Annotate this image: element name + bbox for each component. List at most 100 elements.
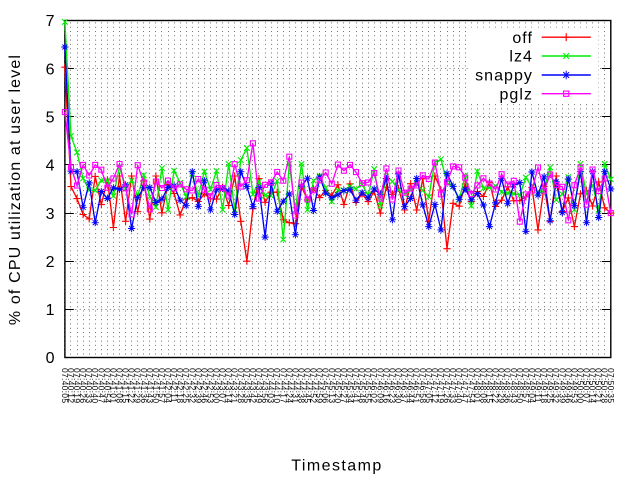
svg-text:07:44:24: 07:44:24 [284,368,294,403]
svg-text:07:40:12: 07:40:12 [66,368,76,403]
svg-text:07:42:18: 07:42:18 [175,368,185,403]
svg-text:07:43:49: 07:43:49 [254,368,264,403]
svg-text:07:45:34: 07:45:34 [345,368,355,403]
svg-text:07:48:36: 07:48:36 [503,368,513,403]
svg-text:07:49:53: 07:49:53 [569,368,579,403]
svg-text:07:45:06: 07:45:06 [321,368,331,403]
svg-text:07:48:50: 07:48:50 [515,368,525,403]
svg-text:07:44:17: 07:44:17 [278,368,288,403]
svg-text:1: 1 [46,302,55,319]
svg-text:lz4: lz4 [509,49,533,66]
svg-text:07:41:43: 07:41:43 [145,368,155,403]
svg-text:07:42:32: 07:42:32 [187,368,197,403]
svg-text:07:49:46: 07:49:46 [563,368,573,403]
svg-text:07:43:14: 07:43:14 [224,368,234,403]
svg-text:07:47:47: 07:47:47 [460,368,470,403]
svg-text:07:48:43: 07:48:43 [509,368,519,403]
svg-text:07:50:14: 07:50:14 [588,368,598,403]
svg-text:07:44:03: 07:44:03 [266,368,276,403]
svg-text:07:45:20: 07:45:20 [333,368,343,403]
svg-text:07:40:05: 07:40:05 [60,368,70,403]
svg-text:07:44:38: 07:44:38 [297,368,307,403]
svg-text:07:46:51: 07:46:51 [412,368,422,403]
svg-text:07:44:45: 07:44:45 [303,368,313,403]
svg-text:07:50:00: 07:50:00 [576,368,586,403]
svg-text:7: 7 [46,13,55,30]
svg-text:07:46:02: 07:46:02 [369,368,379,403]
svg-text:07:41:22: 07:41:22 [127,368,137,403]
svg-text:07:48:29: 07:48:29 [497,368,507,403]
svg-text:07:46:44: 07:46:44 [406,368,416,403]
svg-text:07:44:10: 07:44:10 [272,368,282,403]
svg-text:07:49:11: 07:49:11 [533,368,543,403]
svg-text:07:42:11: 07:42:11 [169,368,179,403]
svg-text:5: 5 [46,110,55,127]
svg-text:07:48:22: 07:48:22 [491,368,501,403]
svg-text:07:45:27: 07:45:27 [339,368,349,403]
svg-text:07:49:25: 07:49:25 [545,368,555,403]
svg-text:07:49:39: 07:49:39 [557,368,567,403]
svg-text:0: 0 [46,350,55,367]
svg-text:07:47:12: 07:47:12 [430,368,440,403]
svg-text:07:49:04: 07:49:04 [527,368,537,403]
svg-text:07:43:21: 07:43:21 [230,368,240,403]
svg-text:07:46:16: 07:46:16 [381,368,391,403]
svg-text:07:46:30: 07:46:30 [394,368,404,403]
svg-text:pglz: pglz [499,86,533,103]
svg-text:07:46:58: 07:46:58 [418,368,428,403]
svg-text:07:48:08: 07:48:08 [478,368,488,403]
svg-text:07:41:29: 07:41:29 [133,368,143,403]
svg-text:07:43:42: 07:43:42 [248,368,258,403]
svg-text:07:43:28: 07:43:28 [236,368,246,403]
svg-text:% of CPU utilization at user l: % of CPU utilization at user level [7,54,24,325]
svg-text:07:40:47: 07:40:47 [96,368,106,403]
svg-text:07:41:57: 07:41:57 [157,368,167,403]
svg-text:07:50:28: 07:50:28 [600,368,610,403]
svg-text:07:44:31: 07:44:31 [290,368,300,403]
svg-text:07:50:21: 07:50:21 [594,368,604,403]
svg-text:07:45:13: 07:45:13 [327,368,337,403]
svg-text:07:45:55: 07:45:55 [363,368,373,403]
svg-text:07:48:15: 07:48:15 [485,368,495,403]
svg-text:07:45:41: 07:45:41 [351,368,361,403]
svg-text:07:41:01: 07:41:01 [108,368,118,403]
svg-text:07:50:07: 07:50:07 [582,368,592,403]
svg-text:snappy: snappy [475,68,533,85]
svg-text:07:40:26: 07:40:26 [78,368,88,403]
svg-text:07:46:23: 07:46:23 [387,368,397,403]
svg-text:07:47:05: 07:47:05 [424,368,434,403]
svg-text:07:40:33: 07:40:33 [84,368,94,403]
svg-text:07:43:00: 07:43:00 [212,368,222,403]
svg-text:off: off [512,30,533,47]
svg-text:07:42:53: 07:42:53 [206,368,216,403]
svg-text:07:47:40: 07:47:40 [454,368,464,403]
svg-text:3: 3 [46,206,55,223]
svg-text:07:44:52: 07:44:52 [309,368,319,403]
svg-text:07:50:35: 07:50:35 [606,368,616,403]
svg-text:Timestamp: Timestamp [291,458,383,475]
svg-text:07:42:25: 07:42:25 [181,368,191,403]
svg-text:07:40:19: 07:40:19 [72,368,82,403]
svg-text:07:42:39: 07:42:39 [193,368,203,403]
svg-text:07:49:18: 07:49:18 [539,368,549,403]
svg-text:07:47:33: 07:47:33 [448,368,458,403]
svg-text:07:44:59: 07:44:59 [315,368,325,403]
svg-text:6: 6 [46,61,55,78]
svg-text:07:40:54: 07:40:54 [102,368,112,403]
svg-text:07:49:32: 07:49:32 [551,368,561,403]
svg-text:07:43:56: 07:43:56 [260,368,270,403]
svg-text:07:41:50: 07:41:50 [151,368,161,403]
svg-text:07:45:48: 07:45:48 [357,368,367,403]
svg-text:07:41:36: 07:41:36 [139,368,149,403]
svg-text:07:47:54: 07:47:54 [466,368,476,403]
svg-text:07:41:15: 07:41:15 [121,368,131,403]
svg-text:07:48:01: 07:48:01 [472,368,482,403]
svg-text:07:43:07: 07:43:07 [218,368,228,403]
svg-text:07:46:09: 07:46:09 [375,368,385,403]
svg-text:4: 4 [46,158,55,175]
svg-text:07:48:57: 07:48:57 [521,368,531,403]
svg-text:07:42:46: 07:42:46 [199,368,209,403]
svg-text:07:47:19: 07:47:19 [436,368,446,403]
svg-text:07:43:35: 07:43:35 [242,368,252,403]
svg-text:07:40:40: 07:40:40 [90,368,100,403]
